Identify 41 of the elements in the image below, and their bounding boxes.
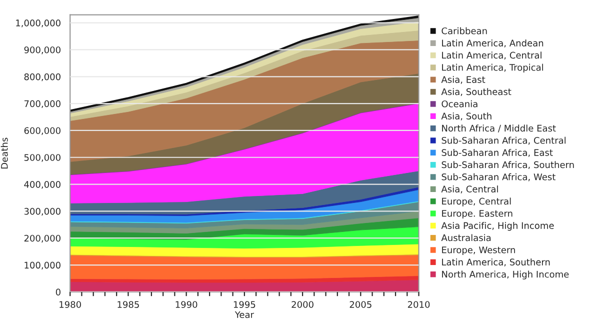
legend-label: Latin America, Central	[442, 52, 542, 60]
y-tick-label: 900,000	[24, 46, 60, 54]
x-tick-label: 2000	[292, 301, 314, 308]
legend-label: Europe. Eastern	[442, 210, 512, 219]
legend-label: Sub-Saharan Africa, Central	[442, 136, 566, 145]
y-tick-label: 100,000	[24, 262, 60, 270]
x-tick-label: 2010	[408, 301, 430, 308]
x-tick-label: 2005	[350, 301, 372, 308]
y-tick-label: 300,000	[24, 208, 60, 216]
legend-label: Sub-Saharan Africa, East	[442, 148, 553, 157]
legend-label: Caribbean	[442, 27, 487, 34]
legend-label: Australasia	[441, 234, 491, 242]
legend-label: North America, High Income	[442, 270, 569, 280]
x-axis-title: Year	[234, 311, 254, 318]
legend-label: Asia, South	[441, 112, 492, 120]
legend-label: Europe, Western	[442, 246, 515, 256]
legend-label: Latin America, Tropical	[442, 64, 544, 73]
x-tick-label: 1985	[118, 301, 139, 308]
x-tick-label: 1990	[176, 301, 198, 308]
legend-label: Latin America, Southern	[442, 258, 550, 266]
y-tick-label: 600,000	[24, 127, 60, 135]
legend-label: Asia, East	[441, 76, 486, 84]
y-tick-label: 500,000	[24, 154, 60, 162]
y-axis-title: Deaths	[0, 138, 8, 168]
legend-label: Asia, Central	[441, 185, 498, 194]
x-tick-label: 1980	[60, 301, 81, 308]
legend-label: Asia Pacific, High Income	[441, 222, 554, 231]
legend-label: Latin America, Andean	[442, 39, 544, 48]
legend-label: Sub-Saharan Africa, West	[442, 173, 556, 182]
y-tick-label: 200,000	[24, 234, 60, 243]
y-tick-label: 0	[56, 288, 60, 296]
y-tick-label: 1,000,000	[16, 20, 60, 28]
legend-label: North Africa / Middle East	[442, 124, 556, 132]
legend-label: Asia, Southeast	[441, 88, 512, 96]
y-tick-label: 800,000	[24, 73, 60, 82]
y-tick-label: 700,000	[24, 100, 60, 108]
legend-label: Europe, Central	[442, 198, 511, 206]
y-tick-label: 400,000	[24, 181, 60, 189]
legend-label: Oceania	[442, 100, 478, 108]
legend-label: Sub-Saharan Africa, Southern	[442, 161, 574, 170]
x-tick-label: 1995	[234, 301, 256, 308]
